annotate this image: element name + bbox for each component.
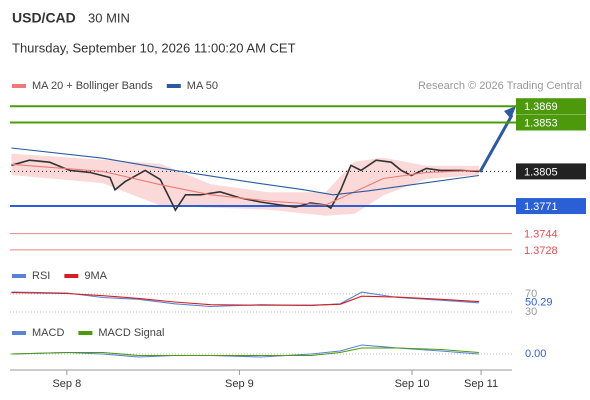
legend-swatch [12,84,26,88]
series-line [11,292,479,306]
legend-label: 9MA [84,270,107,282]
legend-label: MA 20 + Bollinger Bands [32,80,153,92]
legend-swatch [78,331,93,335]
level-label: 1.3853 [524,117,558,129]
x-tick-label: Sep 11 [464,378,498,390]
level-label: 1.3744 [524,228,558,240]
level-label-box [516,163,586,180]
level-label-box [516,98,586,115]
level-label: 1.3771 [524,201,558,213]
legend-swatch [64,274,79,278]
legend-label: MACD Signal [98,327,164,339]
level-label-box [516,198,586,215]
x-tick-label: Sep 10 [395,378,430,390]
band-upper [11,153,479,194]
symbol: USD/CAD [12,10,76,26]
source: Research © 2026 Trading Central [418,80,582,92]
legend-swatch [12,274,26,278]
legend-swatch [12,331,26,335]
legend-label: MA 50 [187,80,218,92]
last-value: 50.29 [525,297,553,309]
level-label: 1.3728 [524,245,558,257]
series-line [11,163,479,206]
legend-swatch [166,84,181,88]
level-label: 1.3805 [524,166,558,178]
forecast-arrow-head [504,106,516,119]
x-tick-label: Sep 9 [225,378,254,390]
series-line [11,347,479,357]
series-line [11,147,479,196]
legend-label: MACD [32,327,64,339]
x-tick-label: Sep 8 [52,378,81,390]
level-label-box [516,114,586,131]
y-tick-label: 70 [525,288,537,300]
level-label: 1.3869 [524,101,558,113]
datetime: Thursday, September 10, 2026 11:00:20 AM… [12,40,296,55]
interval: 30 MIN [88,10,130,25]
band-lower [11,174,479,216]
y-tick-label: 30 [525,306,537,318]
y-tick-label: 0.00 [525,348,546,360]
legend-label: RSI [32,270,50,282]
series-line [11,159,479,212]
forecast-arrow [478,114,514,173]
